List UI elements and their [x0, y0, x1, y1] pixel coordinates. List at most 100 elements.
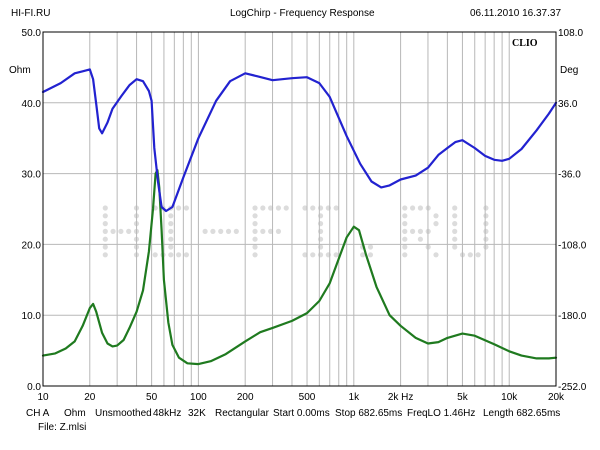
left-y-tick-label: 20.0	[22, 240, 42, 251]
watermark-dot	[317, 221, 324, 227]
header-timestamp: 06.11.2010 16.37.37	[470, 8, 562, 19]
watermark-dot	[102, 228, 108, 234]
watermark-dot	[452, 205, 458, 211]
watermark-dot	[102, 213, 108, 219]
watermark-dot	[452, 228, 458, 234]
watermark-dot	[402, 213, 408, 219]
watermark-dot	[102, 236, 108, 242]
watermark-dot	[252, 236, 258, 242]
watermark-dot	[402, 244, 408, 250]
clio-logo: CLIO	[512, 38, 538, 49]
watermark-dot	[102, 244, 108, 250]
setting-channel: CH A	[26, 408, 50, 419]
watermark-dot	[317, 213, 324, 219]
watermark-dot	[275, 205, 282, 211]
x-tick-label: 20k	[548, 392, 565, 403]
watermark-dot	[333, 252, 339, 258]
watermark-dot	[102, 221, 108, 227]
watermark-dot	[417, 205, 423, 211]
watermark-dot	[410, 228, 416, 234]
watermark-dot	[152, 252, 158, 258]
watermark-dot	[433, 252, 439, 258]
watermark-dot	[310, 205, 316, 211]
x-tick-label: 5k	[457, 392, 469, 403]
watermark-dot	[168, 236, 174, 242]
chart-grid	[43, 32, 556, 386]
watermark-dot	[483, 236, 489, 242]
watermark-dot	[410, 205, 416, 211]
setting-sample-rate: 48kHz	[153, 408, 182, 419]
watermark-dot	[317, 228, 324, 234]
watermark-dot	[168, 252, 174, 258]
setting-unit: Ohm	[64, 408, 86, 419]
right-y-tick-label: -252.0	[558, 382, 587, 393]
x-tick-label: 20	[84, 392, 96, 403]
x-tick-label: 500	[299, 392, 316, 403]
watermark-dot	[417, 236, 423, 242]
watermark-dot	[417, 228, 423, 234]
watermark-dot	[317, 244, 324, 250]
watermark-dot	[452, 236, 458, 242]
watermark-dot	[202, 228, 208, 234]
right-y-tick-label: -108.0	[558, 240, 587, 251]
watermark-dot	[118, 228, 124, 234]
watermark-dot	[302, 252, 308, 258]
watermark-dot	[102, 205, 108, 211]
watermark-dot	[168, 228, 174, 234]
plot-frame	[42, 31, 557, 387]
watermark-dot	[402, 205, 408, 211]
left-y-tick-label: 30.0	[22, 170, 42, 181]
watermark-dot	[310, 252, 316, 258]
watermark-dot	[483, 213, 489, 219]
watermark-dot	[183, 205, 189, 211]
left-y-tick-label: 10.0	[22, 311, 42, 322]
x-tick-label: 10k	[501, 392, 518, 403]
watermark-dot	[402, 228, 408, 234]
watermark-dot	[433, 221, 439, 227]
right-y-tick-label: -36.0	[558, 170, 581, 181]
header-site-name: HI-FI.RU	[11, 8, 51, 19]
left-y-tick-label: 50.0	[22, 28, 42, 39]
x-tick-label: 100	[190, 392, 207, 403]
watermark-dot	[452, 244, 458, 250]
watermark-dot	[433, 213, 439, 219]
setting-start: Start 0.00ms	[273, 408, 330, 419]
watermark-dot	[225, 228, 232, 234]
watermark-dot	[210, 228, 216, 234]
watermark-dot	[333, 205, 339, 211]
watermark-dot	[252, 244, 258, 250]
impedance-curve	[41, 169, 558, 366]
watermark-dot	[360, 252, 366, 258]
left-axis-unit: Ohm	[9, 65, 31, 76]
watermark-dot	[260, 228, 266, 234]
watermark-dot	[483, 221, 489, 227]
watermark-dot	[252, 221, 258, 227]
watermark-dot	[102, 252, 108, 258]
chart-curves	[41, 68, 558, 366]
header-chart-title: LogChirp - Frequency Response	[230, 8, 375, 19]
watermark-dot	[452, 213, 458, 219]
watermark-dot	[268, 205, 274, 211]
x-tick-label: 10	[37, 392, 49, 403]
watermark-dot	[252, 228, 258, 234]
right-axis-unit: Deg	[560, 65, 578, 76]
watermark-dot	[367, 244, 374, 250]
watermark-dot	[126, 228, 132, 234]
watermark-dot	[302, 205, 308, 211]
watermark-dot	[483, 205, 489, 211]
setting-freq-lo: FreqLO 1.46Hz	[407, 408, 476, 419]
watermark-dot	[260, 205, 266, 211]
phase-curve	[41, 68, 558, 213]
watermark-dot	[467, 252, 473, 258]
watermark-dot	[475, 252, 481, 258]
chart-tick-labels: 10 20 50 100 200 500 1k 2k Hz 5k 10k 20k 0.0 10.0 20.…	[9, 28, 587, 403]
watermark-dot	[110, 228, 116, 234]
watermark-dot	[317, 205, 324, 211]
setting-window: Rectangular	[215, 408, 269, 419]
watermark-dot	[452, 221, 458, 227]
watermark-dot	[218, 228, 224, 234]
watermark-dot	[168, 221, 174, 227]
file-name: File: Z.mlsi	[38, 422, 87, 433]
watermark-dot	[183, 252, 189, 258]
